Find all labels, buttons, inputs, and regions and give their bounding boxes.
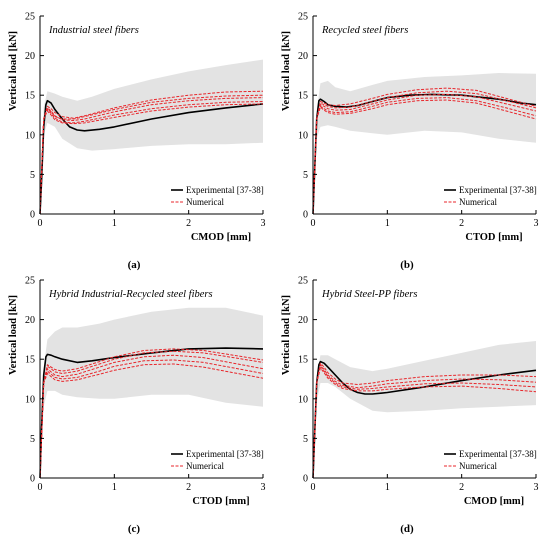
y-tick-label: 0 (30, 210, 35, 221)
legend: Experimental [37-38] Numerical (171, 449, 264, 471)
chart-panel-c: 0 5 10 15 20 25 0 1 2 3 Hybrid Industrial-Recycled… (8, 276, 266, 536)
envelope-band (40, 59, 263, 214)
y-tick-label: 20 (298, 51, 308, 62)
y-tick-label: 25 (25, 276, 35, 287)
y-tick-label: 20 (25, 51, 35, 62)
x-tick-label: 2 (186, 482, 191, 493)
y-tick-label: 5 (303, 170, 308, 181)
panel-letter: (d) (400, 523, 414, 535)
y-tick-label: 10 (298, 394, 308, 405)
y-tick-label: 20 (25, 315, 35, 326)
y-tick-label: 15 (25, 91, 35, 102)
x-tick-label: 0 (311, 218, 316, 229)
envelope-band (40, 307, 263, 478)
x-tick-label: 1 (112, 482, 117, 493)
chart-panel-a: 0 5 10 15 20 25 0 1 2 3 Industrial steel fibers CMO… (8, 12, 266, 272)
x-tick-label: 2 (459, 218, 464, 229)
x-tick-label: 1 (112, 218, 117, 229)
x-tick-label: 0 (38, 218, 43, 229)
y-tick-label: 20 (298, 315, 308, 326)
y-tick-label: 15 (25, 355, 35, 366)
x-tick-label: 1 (385, 218, 390, 229)
legend-label-experimental: Experimental [37-38] (459, 185, 537, 195)
panel-title: Recycled steel fibers (321, 25, 408, 36)
y-tick-label: 25 (25, 12, 35, 23)
panel-title: Industrial steel fibers (48, 25, 139, 36)
x-axis-label: CMOD [mm] (191, 232, 251, 243)
y-tick-label: 10 (25, 130, 35, 141)
panel-title: Hybrid Industrial-Recycled steel fibers (48, 289, 213, 300)
x-axis-label: CTOD [mm] (192, 496, 249, 507)
numerical-curve-5 (312, 99, 537, 215)
legend-label-numerical: Numerical (459, 461, 497, 471)
experimental-curve (39, 347, 264, 479)
legend: Experimental [37-38] Numerical (444, 185, 537, 207)
legend-label-numerical: Numerical (459, 197, 497, 207)
numerical-curve-5 (39, 94, 264, 215)
legend: Experimental [37-38] Numerical (171, 185, 264, 207)
numerical-curve-4 (312, 367, 537, 479)
numerical-curve-4 (39, 363, 264, 479)
envelope-band (313, 73, 536, 214)
y-tick-label: 10 (25, 394, 35, 405)
panel-letter: (b) (400, 259, 414, 271)
panel-letter: (a) (128, 259, 141, 271)
x-axis-label: CMOD [mm] (464, 496, 524, 507)
legend-label-experimental: Experimental [37-38] (186, 449, 264, 459)
numerical-curve-5 (39, 348, 264, 479)
experimental-curve (39, 99, 264, 215)
y-axis-label: Vertical load [kN] (281, 31, 292, 111)
y-tick-label: 15 (298, 91, 308, 102)
legend: Experimental [37-38] Numerical (444, 449, 537, 471)
experimental-curve (312, 360, 537, 479)
y-tick-label: 25 (298, 12, 308, 23)
y-tick-label: 0 (303, 474, 308, 485)
chart-panel-b: 0 5 10 15 20 25 0 1 2 3 Recycled steel fibers CTOD … (281, 12, 539, 272)
y-tick-label: 5 (303, 434, 308, 445)
x-tick-label: 3 (261, 218, 266, 229)
y-axis-label: Vertical load [kN] (8, 295, 19, 375)
y-axis-label: Vertical load [kN] (8, 31, 19, 111)
y-tick-label: 5 (30, 170, 35, 181)
x-tick-label: 3 (534, 482, 539, 493)
x-axis-label: CTOD [mm] (465, 232, 522, 243)
x-tick-label: 3 (261, 482, 266, 493)
y-axis-label: Vertical load [kN] (281, 295, 292, 375)
x-tick-label: 3 (534, 218, 539, 229)
x-tick-label: 1 (385, 482, 390, 493)
x-tick-label: 2 (186, 218, 191, 229)
y-tick-label: 25 (298, 276, 308, 287)
x-tick-label: 0 (38, 482, 43, 493)
y-tick-label: 15 (298, 355, 308, 366)
legend-label-numerical: Numerical (186, 461, 224, 471)
y-tick-label: 5 (30, 434, 35, 445)
panel-title: Hybrid Steel-PP fibers (321, 289, 417, 300)
x-tick-label: 0 (311, 482, 316, 493)
x-tick-label: 2 (459, 482, 464, 493)
y-tick-label: 0 (30, 474, 35, 485)
chart-panel-d: 0 5 10 15 20 25 0 1 2 3 Hybrid Steel-PP fibers CMOD… (281, 276, 539, 536)
legend-label-experimental: Experimental [37-38] (186, 185, 264, 195)
panel-letter: (c) (128, 523, 141, 535)
legend-label-experimental: Experimental [37-38] (459, 449, 537, 459)
y-tick-label: 0 (303, 210, 308, 221)
y-tick-label: 10 (298, 130, 308, 141)
legend-label-numerical: Numerical (186, 197, 224, 207)
